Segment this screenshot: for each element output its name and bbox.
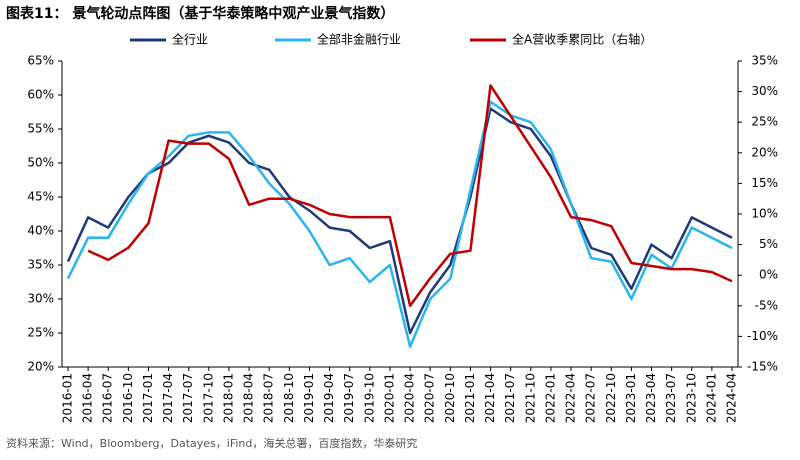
x-tick-label: 2018-10 — [282, 373, 296, 423]
x-tick-label: 2019-01 — [302, 373, 316, 423]
x-tick-label: 2023-10 — [684, 373, 698, 423]
y-tick-label: 45% — [27, 190, 54, 204]
y2-tick-label: 0% — [759, 268, 778, 282]
x-tick-label: 2017-10 — [201, 373, 215, 423]
series-line — [66, 107, 733, 335]
x-tick-label: 2020-04 — [403, 373, 417, 423]
x-tick-label: 2016-01 — [61, 373, 75, 423]
y-tick-label: 20% — [27, 360, 54, 374]
x-tick-label: 2017-07 — [181, 373, 195, 423]
x-tick-label: 2024-01 — [704, 373, 718, 423]
x-tick-label: 2023-07 — [664, 373, 678, 423]
x-tick-label: 2024-04 — [725, 373, 739, 423]
legend-label: 全部非金融行业 — [317, 32, 401, 47]
x-tick-label: 2021-04 — [483, 373, 497, 423]
x-tick-label: 2016-10 — [121, 373, 135, 423]
x-tick-label: 2017-04 — [161, 373, 175, 423]
x-tick-label: 2020-10 — [443, 373, 457, 423]
y2-tick-label: 30% — [751, 84, 778, 98]
x-tick-label: 2021-10 — [523, 373, 537, 423]
y2-tick-label: -10% — [747, 329, 778, 343]
x-tick-label: 2020-07 — [423, 373, 437, 423]
y2-tick-label: -15% — [747, 360, 778, 374]
y-tick-label: 50% — [27, 156, 54, 170]
y2-tick-label: 35% — [751, 54, 778, 68]
y2-tick-label: 25% — [751, 115, 778, 129]
chart-title: 图表11： 景气轮动点阵图（基于华泰策略中观产业景气指数） — [6, 5, 394, 22]
y-tick-label: 55% — [27, 122, 54, 136]
x-tick-label: 2017-01 — [141, 373, 155, 423]
x-tick-label: 2018-07 — [262, 373, 276, 423]
y2-tick-label: 15% — [751, 176, 778, 190]
series-line — [66, 100, 733, 348]
y-tick-label: 35% — [27, 258, 54, 272]
x-tick-label: 2023-04 — [644, 373, 658, 423]
y2-tick-label: 5% — [759, 237, 778, 251]
x-tick-label: 2019-04 — [322, 373, 336, 423]
x-tick-label: 2020-01 — [382, 373, 396, 423]
x-tick-label: 2018-01 — [221, 373, 235, 423]
x-tick-label: 2021-07 — [503, 373, 517, 423]
x-tick-label: 2019-07 — [342, 373, 356, 423]
series-line — [87, 84, 733, 308]
x-tick-label: 2023-01 — [624, 373, 638, 423]
legend-label: 全A营收季累同比（右轴） — [512, 32, 652, 47]
x-tick-label: 2016-07 — [101, 373, 115, 423]
y2-tick-label: -5% — [755, 298, 778, 312]
y-tick-label: 60% — [27, 88, 54, 102]
x-tick-label: 2022-01 — [543, 373, 557, 423]
x-tick-label: 2022-10 — [604, 373, 618, 423]
y-tick-label: 65% — [27, 54, 54, 68]
y2-tick-label: 20% — [751, 145, 778, 159]
x-tick-label: 2021-01 — [463, 373, 477, 423]
source: 资料来源：Wind，Bloomberg，Datayes，iFind，海关总署，百… — [6, 436, 417, 450]
x-tick-label: 2019-10 — [362, 373, 376, 423]
x-tick-label: 2016-04 — [81, 373, 95, 423]
y-tick-label: 30% — [27, 292, 54, 306]
x-tick-label: 2018-04 — [242, 373, 256, 423]
x-tick-label: 2022-07 — [584, 373, 598, 423]
y-tick-label: 25% — [27, 326, 54, 340]
y2-tick-label: 10% — [751, 207, 778, 221]
x-tick-label: 2022-04 — [564, 373, 578, 423]
y-tick-label: 40% — [27, 224, 54, 238]
legend-label: 全行业 — [172, 32, 208, 47]
